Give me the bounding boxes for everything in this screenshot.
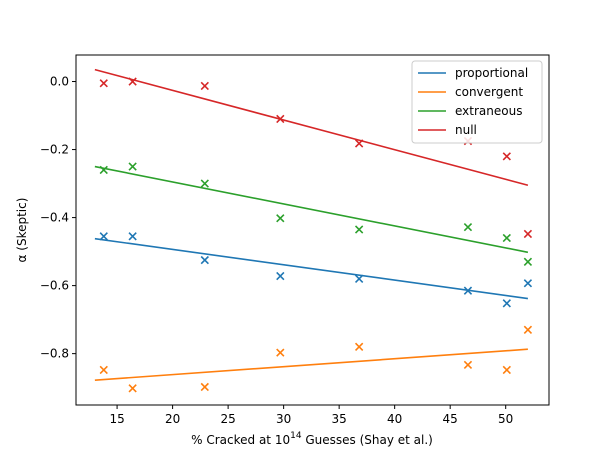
point-convergent <box>99 365 108 375</box>
point-marker <box>463 286 473 295</box>
point-null <box>523 229 533 239</box>
point-convergent <box>463 360 473 370</box>
y-tick-label: 0.0 <box>50 75 69 89</box>
fit-line-null <box>94 68 529 187</box>
point-marker <box>128 232 137 241</box>
point-extraneous <box>99 165 108 175</box>
y-tick-label: −0.8 <box>40 347 69 361</box>
point-proportional <box>354 274 364 283</box>
point-marker <box>523 279 533 288</box>
y-axis-label: α (Skeptic) <box>15 198 29 263</box>
point-extraneous <box>354 225 364 234</box>
point-convergent <box>200 382 209 392</box>
point-extraneous <box>463 222 473 232</box>
point-marker <box>200 179 209 188</box>
point-marker <box>354 139 364 148</box>
point-null <box>354 139 364 148</box>
y-axis-ticks: 0.0 −0.2 −0.4 −0.6 −0.8 <box>40 75 76 361</box>
point-extraneous <box>276 214 285 223</box>
x-axis-label-exponent: 14 <box>290 431 302 441</box>
point-marker <box>200 382 209 392</box>
point-marker <box>200 81 209 91</box>
point-proportional <box>463 286 473 295</box>
point-marker <box>354 342 364 352</box>
point-marker <box>276 348 285 357</box>
x-tick-label: 20 <box>165 412 180 426</box>
legend-label-convergent: convergent <box>455 85 523 99</box>
point-marker <box>463 360 473 370</box>
x-tick-label: 35 <box>332 412 347 426</box>
point-marker <box>523 325 533 334</box>
legend: proportional convergent extraneous null <box>411 60 543 144</box>
point-extraneous <box>200 179 209 188</box>
point-convergent <box>523 325 533 334</box>
point-marker <box>99 79 108 88</box>
point-marker <box>128 384 137 393</box>
point-marker <box>502 365 511 375</box>
point-proportional <box>276 271 285 281</box>
point-extraneous <box>128 162 137 171</box>
point-marker <box>463 222 473 232</box>
x-axis-label: % Cracked at 1014 Guesses (Shay et al.) <box>191 431 433 447</box>
x-tick-label: 30 <box>276 412 291 426</box>
point-extraneous <box>523 257 533 266</box>
point-marker <box>99 165 108 175</box>
point-marker <box>502 299 511 308</box>
legend-label-null: null <box>455 123 477 137</box>
point-proportional <box>200 255 209 265</box>
point-marker <box>99 232 108 241</box>
point-null <box>276 114 285 124</box>
x-axis-ticks: 15 20 25 30 35 40 45 50 <box>109 405 513 426</box>
point-marker <box>200 255 209 265</box>
point-marker <box>523 229 533 239</box>
fit-line-proportional <box>94 237 529 300</box>
legend-label-extraneous: extraneous <box>455 104 522 118</box>
point-proportional <box>523 279 533 288</box>
point-null <box>128 77 137 86</box>
legend-box <box>411 60 543 144</box>
point-marker <box>523 257 533 266</box>
fit-line-convergent <box>94 348 528 381</box>
point-marker <box>276 214 285 223</box>
point-null <box>200 81 209 91</box>
x-tick-label: 50 <box>498 412 513 426</box>
point-convergent <box>276 348 285 357</box>
point-null <box>502 152 511 161</box>
point-marker <box>276 271 285 281</box>
point-marker <box>128 77 137 86</box>
legend-label-proportional: proportional <box>455 66 528 80</box>
point-marker <box>502 152 511 161</box>
point-marker <box>276 114 285 124</box>
point-proportional <box>99 232 108 241</box>
point-convergent <box>354 342 364 352</box>
y-tick-label: −0.2 <box>40 143 69 157</box>
point-proportional <box>128 232 137 241</box>
point-convergent <box>128 384 137 393</box>
point-marker <box>354 225 364 234</box>
point-null <box>99 79 108 88</box>
x-tick-label: 15 <box>109 412 124 426</box>
point-marker <box>128 162 137 171</box>
fit-line-extraneous <box>94 165 529 254</box>
chart-marks <box>94 68 533 393</box>
y-tick-label: −0.6 <box>40 279 69 293</box>
point-marker <box>354 274 364 283</box>
x-tick-label: 40 <box>387 412 402 426</box>
point-proportional <box>502 299 511 308</box>
point-marker <box>502 233 511 243</box>
x-tick-label: 45 <box>443 412 458 426</box>
y-tick-label: −0.4 <box>40 211 69 225</box>
point-extraneous <box>502 233 511 243</box>
plot-frame <box>75 54 550 406</box>
x-tick-label: 25 <box>220 412 235 426</box>
point-convergent <box>502 365 511 375</box>
point-marker <box>99 365 108 375</box>
